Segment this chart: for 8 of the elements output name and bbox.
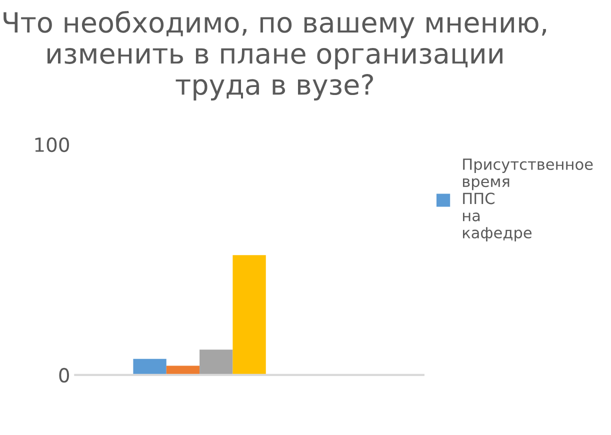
bar <box>232 255 266 375</box>
bar <box>133 358 166 375</box>
legend-label: Присутственное время ППС на кафедре <box>463 158 593 242</box>
bar <box>166 366 200 375</box>
bar <box>200 350 233 375</box>
chart-title: Что необходимо, по вашему мнению, изменить в плане организации труда в вузе? <box>4 10 546 100</box>
y-tick-label: 100 <box>35 137 69 152</box>
y-tick-label: 0 <box>59 368 69 383</box>
